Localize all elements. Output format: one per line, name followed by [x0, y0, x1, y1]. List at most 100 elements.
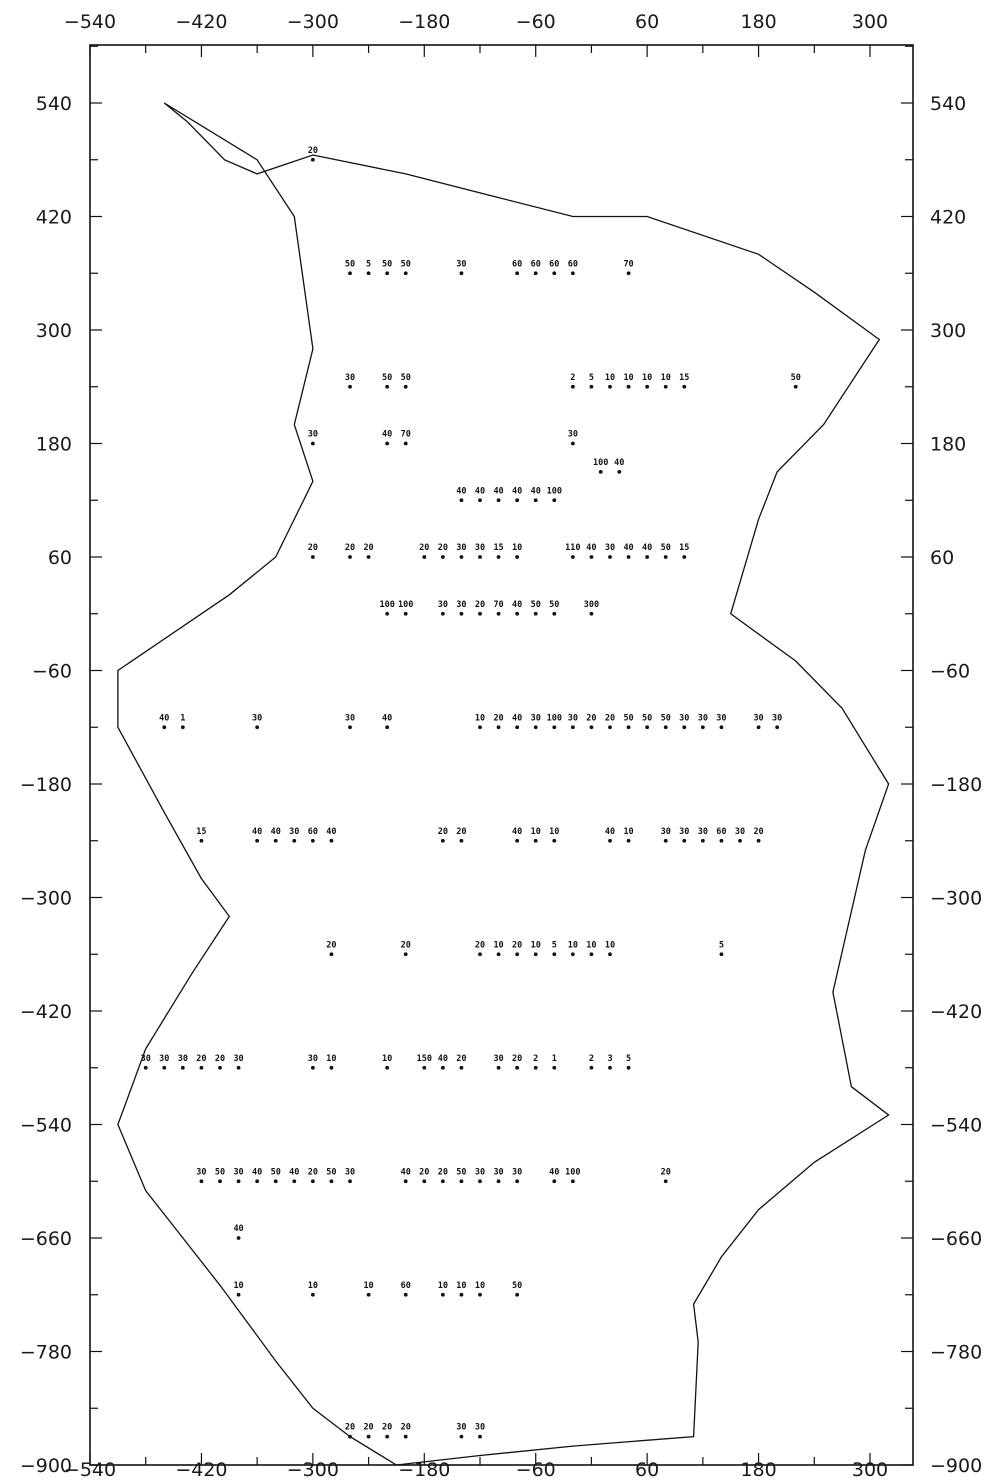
data-point: 40 — [605, 827, 615, 843]
point-value-label: 40 — [493, 486, 503, 496]
point-value-label: 100 — [565, 1167, 580, 1177]
point-value-label: 20 — [196, 1054, 206, 1064]
point-marker — [440, 611, 445, 616]
point-value-label: 10 — [308, 1281, 318, 1291]
point-value-label: 10 — [568, 940, 578, 950]
data-point: 5 — [719, 940, 724, 957]
data-point: 50 — [326, 1167, 337, 1184]
point-marker — [756, 725, 761, 730]
point-marker — [570, 384, 575, 389]
point-value-label: 40 — [326, 827, 336, 837]
point-value-label: 20 — [326, 940, 336, 950]
data-point: 60 — [568, 259, 578, 276]
point-value-label: 10 — [493, 940, 503, 950]
point-marker — [570, 555, 575, 559]
data-point: 20 — [345, 543, 355, 559]
point-marker — [478, 725, 482, 730]
point-value-label: 30 — [568, 713, 578, 723]
point-marker — [719, 952, 724, 957]
data-point: 40 — [512, 713, 522, 730]
data-point: 30 — [605, 543, 615, 559]
data-point: 30 — [679, 713, 689, 730]
point-marker — [515, 555, 520, 559]
point-value-label: 50 — [401, 373, 411, 383]
data-point: 100 — [547, 486, 562, 503]
data-point: 20 — [419, 543, 429, 559]
point-marker — [552, 271, 557, 276]
point-marker — [199, 838, 204, 843]
point-value-label: 30 — [308, 430, 318, 440]
data-point: 50 — [661, 713, 671, 730]
point-value-label: 150 — [417, 1054, 432, 1064]
data-point: 5 — [366, 259, 371, 276]
data-point: 20 — [308, 146, 318, 162]
point-marker — [589, 384, 594, 389]
point-marker — [515, 1292, 520, 1297]
data-point: 10 — [475, 713, 485, 730]
data-point: 100 — [547, 713, 562, 730]
data-point: 20 — [363, 543, 374, 559]
point-marker — [478, 1179, 482, 1184]
data-point: 40 — [159, 713, 169, 730]
data-point: 20 — [215, 1054, 225, 1070]
point-marker — [515, 838, 520, 843]
data-point: 30 — [289, 827, 299, 843]
point-marker — [403, 271, 408, 276]
point-marker — [310, 555, 315, 559]
point-value-label: 10 — [549, 827, 559, 837]
data-point: 30 — [512, 1167, 522, 1184]
point-marker — [459, 271, 464, 276]
data-point: 30 — [698, 827, 708, 843]
point-value-label: 10 — [382, 1054, 392, 1064]
point-marker — [218, 1065, 222, 1070]
data-point: 30 — [772, 713, 782, 730]
point-marker — [310, 441, 315, 446]
point-value-label: 50 — [456, 1167, 466, 1177]
data-point: 10 — [456, 1281, 467, 1297]
data-point: 40 — [382, 430, 392, 446]
data-point: 10 — [438, 1281, 448, 1297]
data-point: 50 — [642, 713, 652, 730]
data-point: 20 — [512, 940, 522, 957]
point-value-label: 50 — [623, 713, 633, 723]
point-marker — [589, 725, 594, 730]
point-value-label: 20 — [605, 713, 615, 723]
point-value-label: 10 — [233, 1281, 243, 1291]
point-marker — [552, 1179, 557, 1184]
point-value-label: 20 — [419, 1167, 429, 1177]
point-value-label: 40 — [512, 713, 522, 723]
data-point: 20 — [326, 940, 337, 957]
point-value-label: 40 — [549, 1167, 559, 1177]
data-point: 30 — [308, 1054, 318, 1070]
point-value-label: 10 — [586, 940, 596, 950]
point-value-label: 20 — [363, 543, 373, 553]
data-point: 30 — [698, 713, 708, 730]
point-value-label: 20 — [363, 1423, 373, 1433]
point-value-label: 100 — [398, 600, 413, 610]
point-value-label: 2 — [570, 373, 575, 383]
point-value-label: 30 — [141, 1054, 151, 1064]
point-value-label: 10 — [531, 827, 541, 837]
point-marker — [180, 725, 185, 730]
point-marker — [440, 838, 445, 843]
point-marker — [515, 498, 520, 503]
point-marker — [403, 1434, 408, 1439]
data-point: 40 — [289, 1167, 299, 1184]
point-marker — [589, 952, 594, 957]
point-value-label: 30 — [679, 713, 689, 723]
data-point: 40 — [512, 486, 522, 503]
data-point: 10 — [623, 827, 634, 843]
point-marker — [255, 725, 260, 730]
point-value-label: 60 — [401, 1281, 411, 1291]
point-value-label: 50 — [215, 1167, 225, 1177]
point-value-label: 2 — [533, 1054, 538, 1064]
x-tick-label-top: −60 — [516, 11, 556, 33]
data-point: 3 — [607, 1054, 613, 1070]
y-tick-label-right: −420 — [930, 1001, 982, 1023]
point-marker — [552, 611, 557, 616]
point-value-label: 30 — [735, 827, 745, 837]
point-marker — [348, 725, 352, 730]
point-marker — [738, 838, 742, 843]
data-point: 100 — [593, 458, 608, 474]
point-value-label: 20 — [438, 1167, 448, 1177]
